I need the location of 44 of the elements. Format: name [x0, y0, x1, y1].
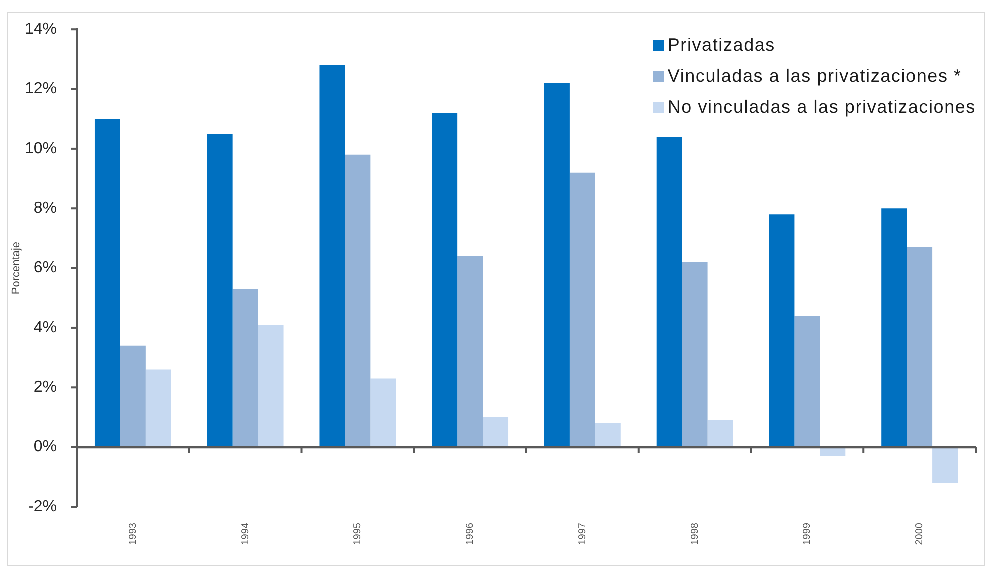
bar	[769, 214, 795, 448]
legend-label: Vinculadas a las privatizaciones *	[668, 64, 962, 88]
x-tick-label: 1993	[128, 522, 139, 546]
x-tick-label: 1997	[577, 522, 588, 546]
bar	[146, 370, 172, 448]
x-tick-label: 1995	[352, 522, 364, 546]
y-tick-label: 8%	[34, 200, 57, 218]
bar	[320, 65, 346, 448]
y-tick-label: -2%	[28, 498, 57, 516]
bar	[370, 378, 396, 448]
bar	[656, 137, 682, 448]
bar	[458, 256, 484, 448]
y-tick-label: 0%	[34, 438, 57, 456]
bar	[232, 289, 258, 448]
bar	[882, 208, 908, 448]
bar	[932, 447, 958, 484]
y-tick-label: 4%	[34, 319, 57, 336]
bar	[207, 134, 233, 448]
bar	[258, 324, 284, 448]
bar	[432, 113, 458, 448]
x-tick-label: 2000	[914, 522, 926, 546]
bar	[907, 247, 933, 448]
legend-label: Privatizadas	[668, 34, 776, 57]
bar	[570, 172, 596, 448]
bar	[708, 420, 734, 448]
legend-label: No vinculadas a las privatizaciones	[668, 96, 976, 119]
bar	[595, 423, 621, 448]
bar	[794, 316, 820, 448]
y-tick-label: 14%	[24, 21, 57, 38]
bar	[345, 154, 371, 448]
bar	[544, 83, 570, 448]
x-tick-label: 1994	[240, 522, 252, 546]
y-tick-label: 10%	[24, 140, 57, 158]
x-tick-label: 1998	[690, 522, 701, 546]
x-tick-label: 1999	[802, 522, 814, 546]
y-tick-label: 2%	[34, 379, 57, 396]
x-tick-label: 1996	[465, 522, 476, 546]
bar	[682, 262, 708, 448]
y-axis-title: Porcentaje	[10, 242, 23, 295]
y-tick-label: 6%	[34, 260, 57, 277]
bar	[120, 346, 146, 448]
y-tick-label: 12%	[24, 80, 57, 98]
bar	[483, 417, 509, 448]
bar	[94, 119, 120, 448]
